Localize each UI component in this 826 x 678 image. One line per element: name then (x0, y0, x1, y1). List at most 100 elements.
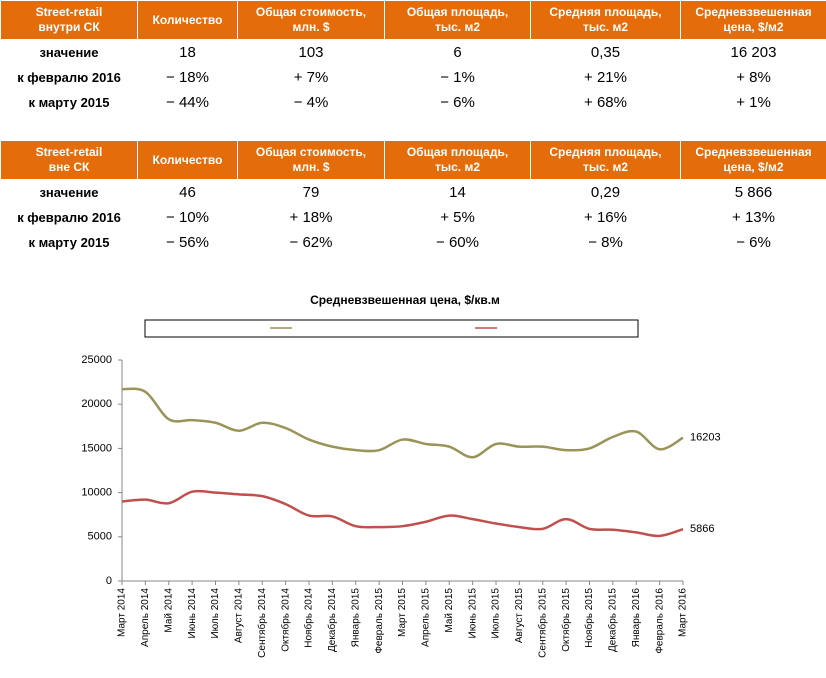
header-text: Общая стоимость, (255, 5, 367, 19)
x-tick-label: Сентябрь 2015 (536, 588, 548, 658)
header-cell: Количество (137, 0, 238, 40)
header-text: Средняя площадь, (549, 5, 662, 19)
x-tick-label: Март 2016 (678, 588, 689, 637)
row-label: к марту 2015 (0, 89, 138, 115)
row: значение 18 103 6 0,35 16 203 (0, 39, 826, 65)
cell: + 21% (530, 64, 681, 90)
header-text: Средневзвешенная (695, 145, 812, 159)
cell: − 56% (137, 229, 238, 255)
x-tick-label: Май 2014 (163, 588, 174, 633)
y-tick-label: 10000 (81, 487, 112, 499)
header-text: Количество (152, 152, 223, 167)
y-tick-label: 5000 (88, 531, 112, 543)
cell: − 62% (237, 229, 385, 255)
cell: + 7% (237, 64, 385, 90)
cell: + 18% (237, 204, 385, 230)
cell: 16 203 (680, 39, 826, 65)
header-text: Количество (152, 12, 223, 27)
x-tick-label: Июнь 2014 (187, 588, 198, 639)
cell: 0,29 (530, 179, 681, 205)
header-text: тыс. м2 (434, 160, 481, 174)
cell: − 4% (237, 89, 385, 115)
x-tick-label: Ноябрь 2014 (303, 588, 315, 648)
row: к февралю 2016− 10% + 18% + 5% + 16% + 13% (0, 204, 826, 230)
row-label: значение (0, 39, 138, 65)
x-tick-label: Апрель 2014 (140, 588, 151, 647)
cell: + 5% (384, 204, 531, 230)
cell: 5 866 (680, 179, 826, 205)
x-tick-label: Октябрь 2015 (560, 588, 572, 652)
cell: − 18% (137, 64, 238, 90)
header-text: Общая площадь, (406, 145, 509, 159)
header-text: внутри СК (38, 20, 100, 34)
header-text: тыс. м2 (434, 20, 481, 34)
x-tick-label: Август 2015 (514, 588, 525, 644)
header-text: Общая площадь, (406, 5, 509, 19)
x-tick-label: Сентябрь 2014 (256, 588, 268, 658)
cell: 103 (237, 39, 385, 65)
header-cell: Общая стоимость, млн. $ (237, 140, 385, 180)
row: к марту 2015− 56% − 62% − 60% − 8% − 6% (0, 229, 826, 255)
row-label: значение (0, 179, 138, 205)
line-series (121, 387, 684, 459)
cell: 18 (137, 39, 238, 65)
x-tick-label: Май 2015 (444, 588, 455, 633)
header-cell: Street-retail вне СК (0, 140, 138, 180)
cell: − 1% (384, 64, 531, 90)
header-text: цена, $/м2 (723, 20, 784, 34)
cell: 79 (237, 179, 385, 205)
legend-box (144, 319, 639, 338)
header-text: вне СК (48, 160, 90, 174)
cell: − 44% (137, 89, 238, 115)
header-cell: Средняя площадь, тыс. м2 (530, 0, 681, 40)
x-tick-label: Январь 2015 (350, 588, 361, 648)
header-text: Общая стоимость, (255, 145, 367, 159)
header-cell: Средневзвешенная цена, $/м2 (680, 0, 826, 40)
cell: − 6% (680, 229, 826, 255)
row: значение 46 79 14 0,29 5 866 (0, 179, 826, 205)
cell: + 68% (530, 89, 681, 115)
header-cell: Общая площадь, тыс. м2 (384, 140, 531, 180)
header-text: Средняя площадь, (549, 145, 662, 159)
cell: + 1% (680, 89, 826, 115)
x-tick-label: Март 2014 (117, 588, 128, 637)
y-tick-label: 25000 (81, 354, 112, 366)
header-text: Street-retail (35, 145, 103, 159)
row: к марту 2015− 44% − 4% − 6% + 68% + 1% (0, 89, 826, 115)
header-text: тыс. м2 (582, 160, 629, 174)
cell: + 16% (530, 204, 681, 230)
row-label: к февралю 2016 (0, 204, 138, 230)
table: Street-retail внутри СК Количество Общая ст… (0, 0, 826, 115)
header-text: Street-retail (35, 5, 103, 19)
row-label: к февралю 2016 (0, 64, 138, 90)
cell: 14 (384, 179, 531, 205)
cell: 6 (384, 39, 531, 65)
header-cell: Средневзвешенная цена, $/м2 (680, 140, 826, 180)
y-tick-label: 20000 (81, 398, 112, 410)
header-cell: Количество (137, 140, 238, 180)
cell: − 10% (137, 204, 238, 230)
cell: 0,35 (530, 39, 681, 65)
x-tick-label: Февраль 2016 (654, 588, 665, 654)
header-cell: Средняя площадь, тыс. м2 (530, 140, 681, 180)
cell: + 8% (680, 64, 826, 90)
x-tick-label: Июль 2014 (210, 588, 221, 639)
header-row: Street-retail внутри СК Количество Общая ст… (0, 0, 826, 40)
header-cell: Street-retail внутри СК (0, 0, 138, 40)
table: Street-retail вне СК Количество Общая стоим… (0, 140, 826, 255)
x-tick-label: Июль 2015 (491, 588, 502, 639)
cell: − 60% (384, 229, 531, 255)
header-text: млн. $ (292, 20, 330, 34)
x-tick-label: Декабрь 2015 (607, 588, 619, 652)
cell: + 13% (680, 204, 826, 230)
end-value-label: 5866 (690, 523, 714, 535)
header-row: Street-retail вне СК Количество Общая стоим… (0, 140, 826, 180)
header-cell: Общая стоимость, млн. $ (237, 0, 385, 40)
x-tick-label: Декабрь 2014 (326, 588, 338, 652)
x-tick-label: Апрель 2015 (421, 588, 432, 647)
x-tick-label: Июнь 2015 (467, 588, 478, 639)
line-series (121, 489, 684, 538)
x-tick-label: Октябрь 2014 (279, 588, 291, 652)
